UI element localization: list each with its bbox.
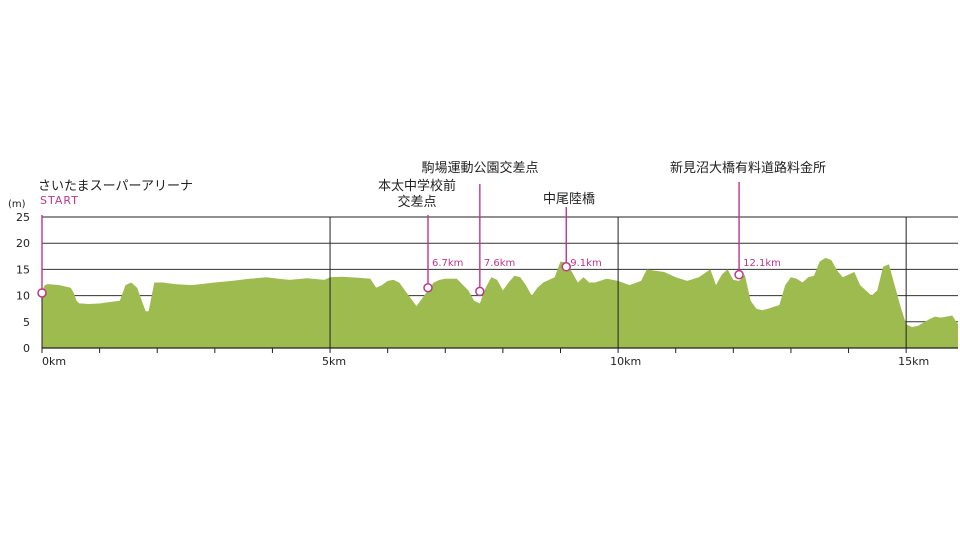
annotation-name: 新見沼大橋有料道路料金所: [670, 160, 826, 176]
elevation-area: [42, 257, 958, 348]
annotation-name: さいたまスーパーアリーナ: [38, 179, 193, 194]
y-tick-label-0: 0: [23, 342, 30, 355]
annotation-marker: [734, 269, 744, 280]
y-axis-unit-label: (m): [8, 199, 26, 210]
annotation-marker: [561, 262, 572, 272]
x-tick-label-15: 15km: [898, 355, 929, 368]
annotation-sub-label: START: [40, 194, 79, 207]
annotation-3: 中尾陸橋 9.1km: [543, 191, 602, 272]
x-tick-label-5: 5km: [322, 355, 346, 368]
x-tick-label-10: 10km: [610, 355, 641, 368]
annotations-layer: さいたまスーパーアリーナSTART本太中学校前交差点6.7km駒場運動公園交差点…: [37, 160, 826, 298]
y-tick-label-15: 15: [16, 263, 30, 276]
ticks-layer: 0 5 10 15 20 25 0km 5km 10km 15km: [16, 211, 929, 368]
frame-layer: [41, 216, 958, 349]
annotation-distance-label: 7.6km: [484, 258, 515, 269]
annotation-distance-label: 9.1km: [570, 258, 601, 269]
annotation-marker: [423, 282, 433, 293]
annotation-2: 駒場運動公園交差点 7.6km: [421, 160, 539, 297]
y-tick-label-25: 25: [16, 211, 30, 224]
annotation-name: 中尾陸橋: [543, 191, 595, 207]
annotation-name: 交差点: [397, 194, 436, 210]
y-tick-label-5: 5: [23, 316, 30, 329]
annotation-distance-label: 12.1km: [743, 258, 781, 269]
annotation-name: 駒場運動公園交差点: [421, 160, 538, 176]
annotation-4: 新見沼大橋有料道路料金所 12.1km: [670, 160, 826, 280]
annotation-marker: [475, 286, 485, 297]
y-tick-label-10: 10: [16, 290, 30, 303]
annotation-name: 本太中学校前: [378, 178, 456, 194]
annotation-marker: [37, 288, 47, 298]
x-tick-label-0: 0km: [42, 355, 66, 368]
y-tick-label-20: 20: [16, 237, 30, 250]
annotation-distance-label: 6.7km: [432, 258, 463, 269]
